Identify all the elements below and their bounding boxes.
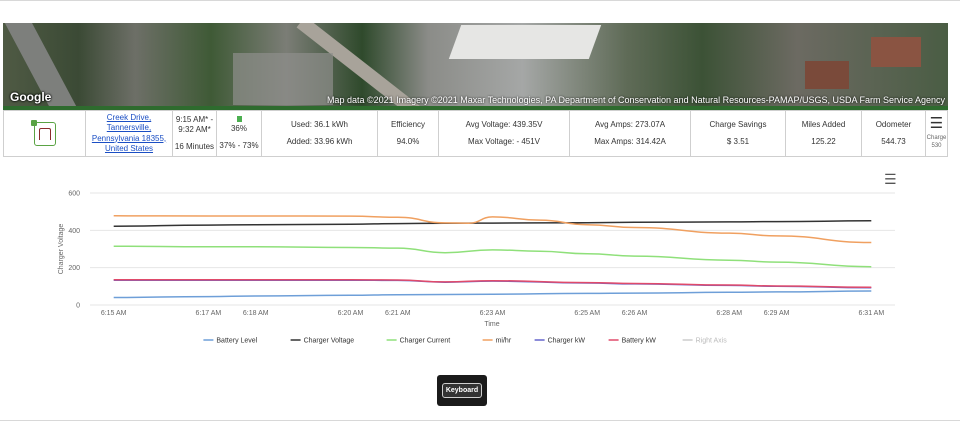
savings-cell: Charge Savings $ 3.51 — [691, 111, 786, 156]
legend-item-charger-voltage[interactable]: Charger Voltage — [290, 338, 355, 345]
location-link[interactable]: Creek Drive, Tannersville, Pennsylvania … — [91, 112, 167, 153]
bottom-divider — [0, 420, 960, 421]
max-amps: Max Amps: 314.42A — [594, 136, 666, 146]
google-logo: Google — [10, 90, 52, 104]
amps-cell: Avg Amps: 273.07A Max Amps: 314.42A — [570, 111, 691, 156]
charge-line-chart: 0 200 400 600 6:15 AM 6:17 AM 6:18 AM 6:20 AM 6:… — [58, 191, 895, 345]
avg-amps: Avg Amps: 273.07A — [594, 120, 666, 130]
max-voltage: Max Voltage: - 451V — [467, 136, 541, 146]
charger-led-icon — [30, 119, 37, 126]
location-cell: Creek Drive, Tannersville, Pennsylvania … — [86, 111, 173, 156]
map-parking-lot — [233, 53, 333, 105]
y-tick-label: 200 — [68, 265, 80, 272]
avg-voltage: Avg Voltage: 439.35V — [465, 120, 543, 130]
hamburger-menu-icon[interactable]: ☰ — [929, 115, 944, 133]
keyboard-button[interactable]: Keyboard — [441, 383, 483, 398]
plug-icon — [38, 127, 51, 140]
legend-item-mi-hr[interactable]: mi/hr — [482, 338, 512, 345]
battery-icon — [236, 116, 242, 123]
y-tick-label: 0 — [76, 303, 80, 310]
chart-menu-icon[interactable]: ☰ — [884, 171, 897, 187]
legend-label: Charger Voltage — [304, 338, 355, 345]
x-tick-label: 6:31 AM — [858, 310, 884, 317]
odometer-value: 544.73 — [881, 136, 906, 146]
legend-item-charger-current[interactable]: Charger Current — [386, 338, 451, 345]
charge-stats-strip: Creek Drive, Tannersville, Pennsylvania … — [3, 110, 948, 157]
energy-cell: Used: 36.1 kWh Added: 33.96 kWh — [262, 111, 378, 156]
legend-label: Right Axis — [696, 338, 728, 345]
efficiency-cell: Efficiency 94.0% — [378, 111, 439, 156]
x-tick-label: 6:25 AM — [574, 310, 600, 317]
series-line-charger-current[interactable] — [113, 245, 872, 268]
map-divider — [3, 106, 948, 110]
time-range: 9:15 AM* - 9:32 AM* — [175, 114, 214, 135]
efficiency-value: 94.0% — [396, 136, 420, 146]
keyboard-panel: Keyboard — [437, 375, 487, 406]
series-line-battery-kw[interactable] — [113, 279, 872, 289]
energy-added: Added: 33.96 kWh — [286, 136, 353, 146]
x-tick-label: 6:20 AM — [338, 310, 364, 317]
y-axis-title: Charger Voltage — [58, 224, 65, 275]
energy-used: Used: 36.1 kWh — [291, 120, 348, 130]
legend-label: Battery kW — [622, 338, 657, 345]
series-line-mi-hr[interactable] — [113, 215, 872, 244]
charge-id: Charge 530 — [926, 135, 947, 149]
series-line-charger-voltage[interactable] — [113, 220, 872, 227]
map-building — [448, 25, 602, 59]
x-tick-label: 6:17 AM — [196, 310, 222, 317]
y-tick-label: 400 — [68, 228, 80, 235]
legend-item-battery-kw[interactable]: Battery kW — [608, 338, 657, 345]
charge-menu-cell[interactable]: ☰ Charge 530 — [926, 111, 947, 156]
legend-item-charger-kw[interactable]: Charger kW — [534, 338, 586, 345]
odometer-cell: Odometer 544.73 — [862, 111, 926, 156]
x-tick-label: 6:28 AM — [716, 310, 742, 317]
battery-now: 36% — [230, 124, 247, 134]
x-tick-label: 6:18 AM — [243, 310, 269, 317]
map-building — [871, 37, 921, 67]
miles-cell: Miles Added 125.22 — [786, 111, 862, 156]
map-attribution: Map data ©2021 Imagery ©2021 Maxar Techn… — [326, 95, 945, 105]
x-tick-label: 6:26 AM — [622, 310, 648, 317]
top-divider — [0, 0, 960, 1]
voltage-cell: Avg Voltage: 439.35V Max Voltage: - 451V — [439, 111, 570, 156]
legend-item-right-axis[interactable]: Right Axis — [682, 338, 728, 345]
efficiency-label: Efficiency — [390, 120, 426, 130]
duration: 16 Minutes — [174, 141, 215, 151]
battery-range: 37% - 73% — [219, 140, 259, 150]
series-line-battery-level[interactable] — [113, 290, 872, 299]
x-tick-label: 6:15 AM — [101, 310, 127, 317]
miles-label: Miles Added — [801, 120, 846, 130]
legend-label: Charger Current — [400, 338, 451, 345]
battery-cell: 36% 37% - 73% — [217, 111, 262, 156]
legend-label: Battery Level — [216, 338, 257, 345]
y-tick-label: 600 — [68, 191, 80, 198]
legend-item-battery-level[interactable]: Battery Level — [203, 338, 258, 345]
legend-label: Charger kW — [548, 338, 586, 345]
map-building — [805, 61, 849, 89]
x-tick-label: 6:29 AM — [764, 310, 790, 317]
miles-value: 125.22 — [811, 136, 836, 146]
time-cell: 9:15 AM* - 9:32 AM* 16 Minutes — [173, 111, 217, 156]
x-axis-title: Time — [484, 321, 499, 328]
x-tick-label: 6:21 AM — [385, 310, 411, 317]
legend-label: mi/hr — [496, 338, 512, 345]
charger-icon-cell — [4, 111, 86, 156]
odometer-label: Odometer — [875, 120, 912, 130]
savings-label: Charge Savings — [709, 120, 767, 130]
savings-value: $ 3.51 — [726, 136, 750, 146]
satellite-map[interactable]: Google Map data ©2021 Imagery ©2021 Maxa… — [3, 23, 948, 106]
x-tick-label: 6:23 AM — [480, 310, 506, 317]
charger-icon — [30, 119, 56, 146]
